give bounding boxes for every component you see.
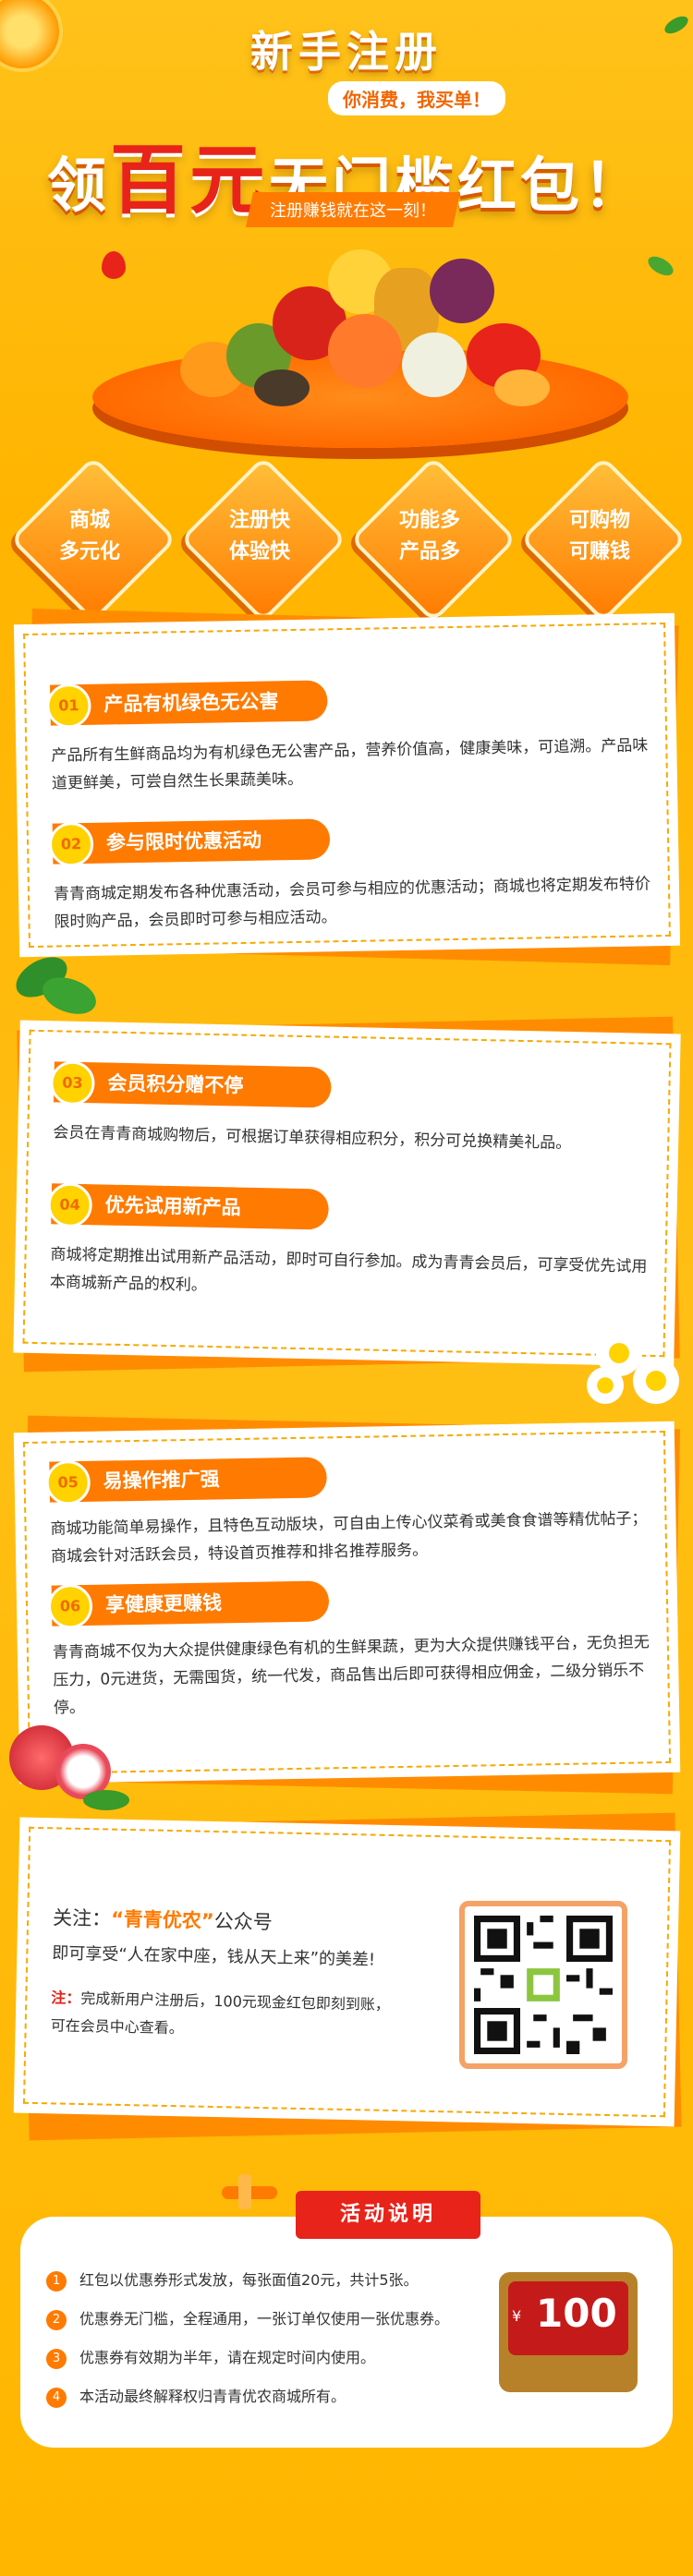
hero-banner: 新手注册 你消费，我买单！ 领百元无门槛红包！ 注册赚钱就在这一刻！ 商城 多元化 [0,0,693,665]
item-number: 02 [48,821,94,867]
rule-text: 优惠券有效期为半年，请在规定时间内使用。 [79,2349,376,2366]
item-description: 商城将定期推出试用新产品活动，即时可自行参加。成为青青会员后，可享受优先试用本商… [49,1245,648,1295]
note-label: 注： [51,1989,81,2007]
lychee-icon [0,1707,139,1827]
hero-tagline-text: 注册赚钱就在这一刻！ [270,201,436,221]
item-description: 会员在青青商城购物后，可根据订单获得相应积分，积分可兑换精美礼品。 [53,1123,572,1154]
follow-suffix: 公众号 [213,1909,273,1934]
feature-badge: 商城 多元化 [9,455,177,623]
headline-prefix: 领 [46,152,110,221]
item-title: 会员积分赠不停 [107,1071,244,1097]
item-heading: 04 优先试用新产品 [47,1182,330,1230]
note-text: 完成新用户注册后，100元现金红包即刻到账，可在会员中心查看。 [50,1989,391,2038]
follow-line: 关注：“青青优农”公众号 [53,1903,273,1935]
info-card-1: 01 产品有机绿色无公害 产品所有生鲜商品均为有机绿色无公害产品，营养价值高，健… [13,612,681,958]
plane-icon [213,2172,286,2209]
follow-note: 注：完成新用户注册后，100元现金红包即刻到账，可在会员中心查看。 [50,1984,402,2047]
item-title: 优先试用新产品 [104,1193,241,1219]
hero-title: 新手注册 [250,27,443,77]
qr-code-icon [474,1916,613,2054]
headline-highlight: 百元 [109,137,269,224]
item-description: 产品所有生鲜商品均为有机绿色无公害产品，营养价值高，健康美味，可追溯。产品味道更… [51,736,649,793]
mint-leaf-icon [5,949,106,1025]
item-title: 参与限时优惠活动 [105,828,262,854]
ticket-value: 100 [536,2291,617,2336]
item-heading: 06 享健康更赚钱 [47,1580,330,1629]
item-title: 易操作推广强 [103,1468,220,1493]
feature-badge: 可购物 可赚钱 [519,455,687,623]
feature-line2: 产品多 [398,540,460,563]
hero-tagline: 注册赚钱就在这一刻！ [245,192,461,227]
item-title: 产品有机绿色无公害 [103,690,279,716]
item-description: 商城功能简单易操作，且特色互动版块，可自由上传心仪菜肴或美食食谱等精优帖子；商城… [50,1509,648,1566]
item-number: 05 [45,1459,91,1506]
item-title: 享健康更赚钱 [104,1591,223,1616]
rule-text: 红包以优惠券形式发放，每张面值20元，共计5张。 [79,2271,419,2289]
follow-benefit: 即可享受“人在家中座，钱从天上来”的美差! [52,1943,376,1970]
ticket-currency: ¥ [512,2307,522,2325]
feature-line1: 商城 [68,509,110,532]
item-number: 06 [47,1583,93,1629]
rule-item: 2 优惠券无门槛，全程通用，一张订单仅使用一张优惠券。 [46,2305,449,2333]
rule-item: 1 红包以优惠券形式发放，每张面值20元，共计5张。 [46,2267,419,2294]
activity-title: 活动说明 [296,2191,480,2239]
leaf-icon [645,252,676,280]
item-description: 青青商城不仅为大众提供健康绿色有机的生鲜果蔬，更为大众提供赚钱平台，无负担无压力… [52,1633,650,1718]
item-number: 03 [49,1060,95,1107]
feature-badges: 商城多元化 注册快体验快 功能多产品多 可购物可赚钱 [0,455,693,623]
daisy-flower-icon [578,1312,688,1422]
feature-badge: 功能多 产品多 [349,455,517,623]
red-packet-ticket: ¥ 100 [499,2254,647,2401]
item-heading: 01 产品有机绿色无公害 [46,680,328,729]
feature-line1: 功能多 [398,509,460,532]
fruit-pile-image [162,231,559,406]
item-number: 01 [46,683,91,729]
strawberry-icon [102,251,126,279]
item-heading: 03 会员积分赠不停 [49,1060,332,1108]
hero-subtitle: 你消费，我买单！ [328,81,505,115]
item-description: 青青商城定期发布各种优惠活动，会员可参与相应的优惠活动；商城也将定期发布特价限时… [53,875,651,932]
account-name: “青青优农” [110,1907,214,1932]
feature-line2: 多元化 [58,540,120,563]
item-number: 04 [47,1182,93,1228]
rule-text: 本活动最终解释权归青青优农商城所有。 [79,2388,346,2405]
item-heading: 05 易操作推广强 [45,1457,328,1506]
item-heading: 02 参与限时优惠活动 [48,818,331,867]
feature-line2: 可赚钱 [568,540,630,563]
rule-item: 3 优惠券有效期为半年，请在规定时间内使用。 [46,2344,375,2372]
feature-badge: 注册快 体验快 [179,455,347,623]
wechat-qr-code[interactable] [459,1901,627,2069]
rule-item: 4 本活动最终解释权归青青优农商城所有。 [46,2383,346,2411]
rule-text: 优惠券无门槛，全程通用，一张订单仅使用一张优惠券。 [79,2310,450,2328]
feature-line1: 注册快 [228,509,290,532]
orange-slice-icon [0,0,63,72]
feature-line2: 体验快 [228,540,290,563]
feature-line1: 可购物 [568,509,630,532]
follow-prefix: 关注： [52,1906,112,1930]
